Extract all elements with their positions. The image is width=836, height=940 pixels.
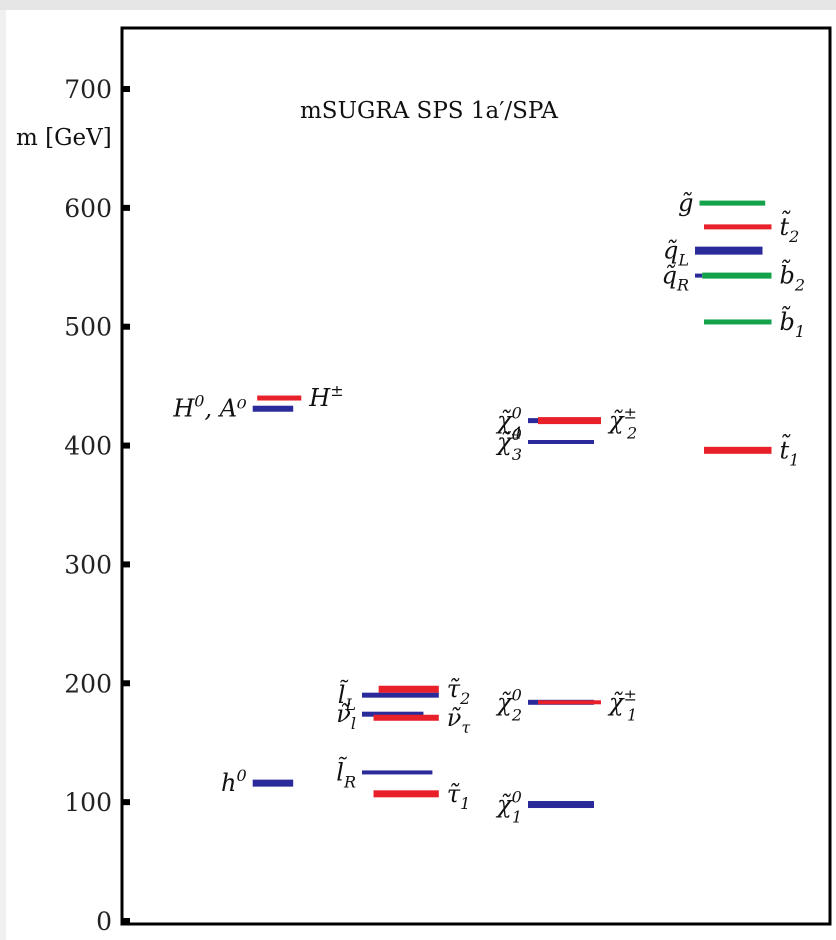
level-H0A0 (252, 405, 294, 412)
label-chi20: χ̃0 2 (495, 685, 522, 724)
level-nutau (373, 714, 439, 721)
label-tau2: τ̃2 (447, 675, 470, 708)
label-tau1: τ̃1 (447, 780, 470, 813)
label-chi10: χ̃0 1 (495, 788, 522, 827)
y-axis-label: m [GeV] (16, 125, 112, 151)
y-tick-mark (122, 204, 130, 211)
level-chi40 (528, 418, 538, 424)
label-sb1: b̃1 (780, 305, 806, 341)
level-tau2 (378, 685, 439, 693)
level-tau1 (373, 790, 439, 798)
label-chipm2: χ̃± 2 (607, 404, 637, 443)
label-h0: h0 (221, 766, 247, 797)
level-h0 (252, 779, 294, 787)
y-tick-label: 700 (64, 75, 112, 104)
label-sqR: q̃R (662, 262, 689, 295)
y-tick-mark (122, 323, 130, 330)
label-gluino: g̃ (678, 189, 693, 217)
left-strip (0, 10, 6, 940)
label-chi30: χ̃0 3 (495, 425, 522, 464)
y-tick-mark (122, 86, 130, 92)
y-tick-label: 100 (64, 788, 112, 817)
y-tick-label: 200 (64, 669, 112, 698)
y-tick-mark (122, 442, 130, 449)
level-stop1 (704, 446, 772, 454)
y-tick-label: 600 (64, 194, 112, 223)
label-stop1: t̃1 (780, 433, 800, 469)
level-gluino (699, 200, 766, 206)
y-tick-label: 400 (64, 432, 112, 461)
level-stop2 (704, 224, 772, 230)
level-chipm1 (538, 700, 601, 705)
level-chipm2 (538, 417, 601, 425)
y-tick-label: 500 (64, 313, 112, 342)
chart-title: mSUGRA SPS 1a′/SPA (300, 98, 558, 124)
level-lL (362, 692, 439, 698)
y-tick-label: 300 (64, 550, 112, 579)
level-sb2 (702, 272, 772, 279)
y-tick-label: 0 (96, 907, 112, 936)
plot-frame (120, 26, 832, 926)
level-lR (362, 770, 433, 775)
top-strip (0, 0, 836, 10)
level-sqL (695, 246, 763, 255)
y-tick-mark (122, 918, 130, 924)
label-chipm1: χ̃± 1 (607, 685, 637, 724)
level-sb1 (704, 319, 772, 325)
level-sqR (695, 273, 703, 278)
label-nutau: ν̃τ (447, 704, 472, 737)
y-tick-mark (122, 799, 130, 806)
label-lR: l̃R (336, 757, 356, 791)
label-lL: l̃L (338, 680, 356, 714)
label-Hpm: H± (308, 381, 343, 412)
particle-labels: H0, A⁰ H± h0 l̃L τ̃2 ν̃l ν̃τ l̃R τ̃1 χ̃0 4 χ̃± 2 χ̃0 3… (172, 189, 805, 826)
label-chi40: χ̃0 4 (495, 404, 522, 443)
level-Hpm (257, 395, 302, 401)
label-sb2: b̃2 (780, 258, 806, 294)
y-tick-mark (122, 561, 130, 568)
y-tick-mark (122, 680, 130, 687)
level-chi10 (528, 801, 594, 809)
level-nul (362, 711, 424, 717)
label-nul: ν̃l (336, 700, 356, 733)
y-axis: 0 100 200 300 400 500 600 700 (64, 75, 130, 936)
mass-levels (252, 200, 772, 809)
label-H0A0: H0, A⁰ (172, 392, 247, 423)
label-sqL: q̃L (663, 237, 689, 270)
level-chi30 (528, 440, 594, 445)
label-stop2: t̃2 (780, 210, 800, 246)
